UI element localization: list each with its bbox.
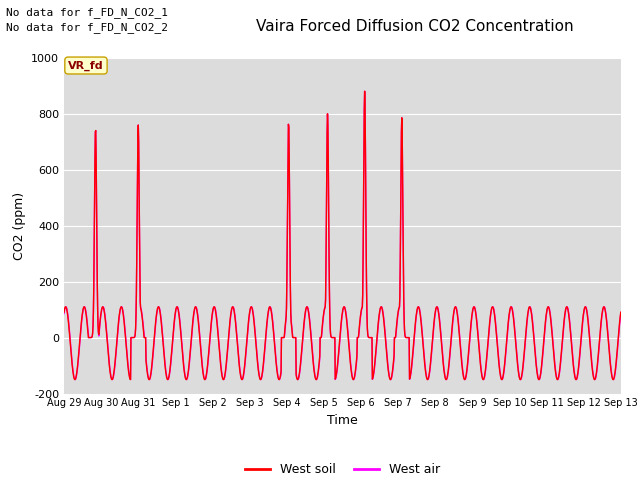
Text: No data for f_FD_N_CO2_2: No data for f_FD_N_CO2_2 (6, 22, 168, 33)
Y-axis label: CO2 (ppm): CO2 (ppm) (13, 192, 26, 260)
Legend: West soil, West air: West soil, West air (239, 458, 445, 480)
X-axis label: Time: Time (327, 414, 358, 427)
Text: No data for f_FD_N_CO2_1: No data for f_FD_N_CO2_1 (6, 7, 168, 18)
Text: Vaira Forced Diffusion CO2 Concentration: Vaira Forced Diffusion CO2 Concentration (256, 19, 573, 34)
Text: VR_fd: VR_fd (68, 60, 104, 71)
